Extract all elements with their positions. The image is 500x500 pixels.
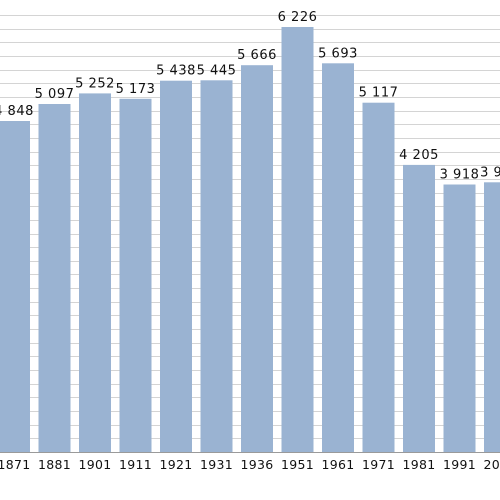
bar-1971 bbox=[362, 102, 395, 452]
x-tick-label-1991: 1991 bbox=[443, 457, 476, 472]
x-tick-label-1881: 1881 bbox=[38, 457, 71, 472]
bar-1961 bbox=[322, 63, 354, 453]
bar-1951 bbox=[281, 27, 314, 452]
value-label-1961: 5 693 bbox=[318, 46, 358, 61]
value-label-1881: 5 097 bbox=[35, 87, 75, 102]
x-tick-label-1901: 1901 bbox=[78, 457, 111, 472]
x-tick-label-1936: 1936 bbox=[240, 457, 273, 472]
bar-1881 bbox=[38, 104, 71, 452]
x-tick-label-1921: 1921 bbox=[159, 457, 192, 472]
bar-1991 bbox=[443, 184, 476, 452]
x-tick-label-1951: 1951 bbox=[281, 457, 314, 472]
value-label-1901: 5 252 bbox=[75, 76, 115, 91]
x-tick-label-1981: 1981 bbox=[402, 457, 435, 472]
value-label-1936: 5 666 bbox=[237, 48, 277, 63]
bar-1981 bbox=[403, 164, 435, 452]
value-label-1931: 5 445 bbox=[197, 63, 237, 78]
value-label-1951: 6 226 bbox=[278, 10, 318, 25]
bar-1936 bbox=[241, 65, 273, 452]
bar-2006 bbox=[484, 182, 500, 453]
value-label-1981: 4 205 bbox=[399, 148, 439, 163]
x-tick-label-1961: 1961 bbox=[321, 457, 354, 472]
x-tick-label-1931: 1931 bbox=[200, 457, 233, 472]
x-tick-label-1871: 1871 bbox=[0, 457, 31, 472]
x-tick-labels: 1871 1881 1901 1911 1921 1931 1936 1951 1961 1971… bbox=[0, 457, 500, 472]
x-tick-label-1911: 1911 bbox=[119, 457, 152, 472]
bar-1921 bbox=[160, 80, 192, 452]
x-tick-label-1971: 1971 bbox=[362, 457, 395, 472]
value-label-1871: 4 848 bbox=[0, 104, 34, 119]
value-label-1991: 3 918 bbox=[440, 168, 480, 183]
bar-1901 bbox=[79, 93, 111, 453]
value-label-1911: 5 173 bbox=[116, 82, 156, 97]
value-label-1971: 5 117 bbox=[359, 86, 399, 101]
value-label-1921: 5 438 bbox=[156, 64, 196, 79]
bar-1871 bbox=[0, 121, 30, 452]
bars bbox=[0, 27, 500, 453]
x-tick-label-2006: 2006 bbox=[483, 457, 500, 472]
value-label-2006: 3 950 bbox=[480, 165, 500, 180]
bar-1931 bbox=[200, 80, 233, 453]
bar-1911 bbox=[119, 98, 152, 453]
